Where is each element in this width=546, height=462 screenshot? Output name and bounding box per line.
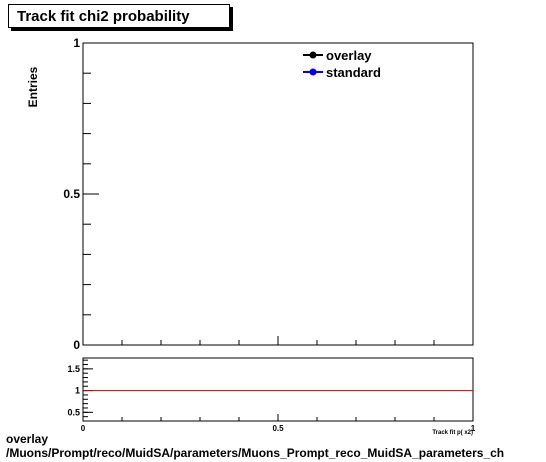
main-frame	[82, 42, 474, 346]
main-plot: 0 0.5 1 Entries	[26, 36, 474, 352]
y-tick-label: 0.5	[63, 187, 80, 201]
legend-marker	[309, 51, 317, 59]
legend-label: standard	[326, 65, 381, 80]
ratio-x-tick-label: 0	[81, 424, 86, 433]
ratio-y-tick-label: 0.5	[67, 407, 80, 417]
ratio-x-tick-label: 0.5	[272, 424, 284, 433]
y-tick-label: 0	[73, 338, 80, 352]
ratio-x-tick-label: 1	[471, 424, 476, 433]
y-axis-label: Entries	[26, 66, 40, 107]
chart-title: Track fit chi2 probability	[8, 4, 230, 28]
legend-label: overlay	[326, 48, 372, 63]
y-tick-label: 1	[73, 36, 80, 50]
footer: overlay /Muons/Prompt/reco/MuidSA/parame…	[6, 432, 504, 460]
footer-line1: overlay	[6, 432, 49, 446]
x-axis-label: Track fit p( x2)	[432, 430, 473, 436]
ratio-frame	[82, 357, 474, 422]
footer-line2: /Muons/Prompt/reco/MuidSA/parameters/Muo…	[6, 446, 505, 460]
legend-marker	[309, 68, 317, 76]
ratio-y-tick-label: 1	[75, 386, 80, 396]
ratio-y-tick-label: 1.5	[67, 364, 80, 374]
legend: overlay standard	[303, 48, 381, 80]
